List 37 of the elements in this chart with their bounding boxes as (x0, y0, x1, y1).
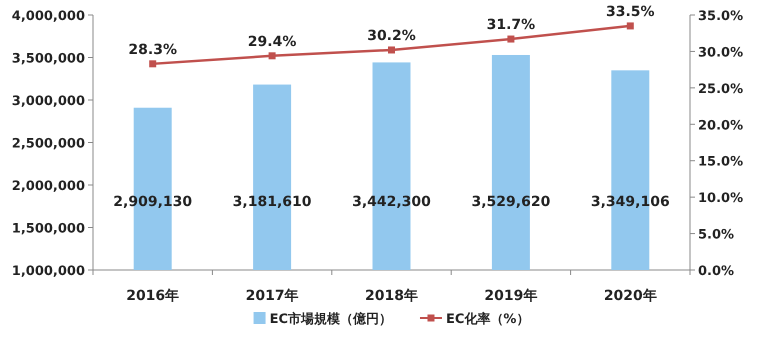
x-tick-label: 2020年 (604, 288, 657, 304)
x-tick-label: 2017年 (246, 288, 299, 304)
data-label: 31.7% (486, 17, 536, 34)
y2-tick-label: 15.0% (698, 154, 744, 170)
data-label: 3,442,300 (352, 194, 432, 210)
data-label: 2,909,130 (113, 194, 192, 210)
data-label: 30.2% (367, 28, 416, 44)
y-tick-label: 3,000,000 (12, 94, 85, 109)
y2-tick-label: 0.0% (698, 264, 734, 279)
y2-tick-label: 25.0% (698, 82, 744, 97)
y2-tick-label: 5.0% (698, 228, 734, 243)
point (507, 36, 514, 43)
data-label: 33.5% (606, 4, 655, 20)
x-tick-label: 2019年 (484, 288, 538, 304)
point (388, 46, 395, 54)
y-tick-label: 2,000,000 (12, 179, 85, 194)
y-tick-label: 1,000,000 (12, 264, 85, 279)
y2-tick-label: 10.0% (698, 191, 744, 206)
data-label: 3,181,610 (232, 194, 312, 210)
point (149, 60, 156, 68)
y2-tick-label: 30.0% (698, 45, 744, 60)
x-tick-label: 2016年 (126, 288, 180, 304)
point (626, 22, 634, 30)
y-tick-label: 1,500,000 (12, 222, 85, 236)
data-label: 3,529,620 (471, 194, 551, 210)
y2-tick-label: 20.0% (698, 118, 744, 134)
x-tick-label: 2018年 (365, 288, 418, 304)
legend-label: EC市場規模（億円） (270, 311, 392, 327)
point (268, 52, 276, 60)
data-label: 29.4% (248, 34, 296, 50)
legend-label: EC化率（%） (446, 311, 530, 327)
data-label: 28.3% (128, 42, 177, 58)
data-label: 3,349,106 (590, 194, 670, 210)
y2-tick-label: 35.0% (698, 9, 744, 24)
y-tick-label: 2,500,000 (12, 136, 85, 152)
y-tick-label: 4,000,000 (12, 9, 85, 24)
y-tick-label: 3,500,000 (12, 52, 85, 66)
